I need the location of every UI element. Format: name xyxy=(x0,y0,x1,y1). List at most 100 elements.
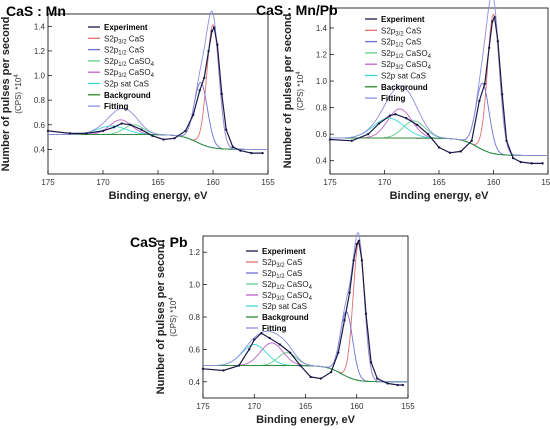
experiment-point xyxy=(401,383,405,387)
experiment-point xyxy=(203,76,206,80)
experiment-point xyxy=(511,156,515,160)
experiment-point xyxy=(247,348,251,351)
legend-suffix: CaS xyxy=(127,34,145,43)
experiment-point xyxy=(237,364,241,367)
component-peak-line xyxy=(48,81,268,150)
experiment-point xyxy=(328,138,332,141)
legend-entry: S2p3/2 CaSO4 xyxy=(262,291,313,302)
legend-entry: S2p sat CaS xyxy=(381,72,426,81)
fitting-line xyxy=(48,10,268,150)
experiment-point xyxy=(360,259,364,262)
legend-subscript: 1/2 xyxy=(118,62,127,68)
experiment-point xyxy=(541,162,544,165)
experiment-point xyxy=(348,291,351,294)
legend-suffix: CaS xyxy=(404,26,422,35)
legend-entry: Background xyxy=(262,313,309,322)
experiment-point xyxy=(250,151,253,155)
legend-entry: S2p1/2 CaSO4 xyxy=(262,280,313,291)
chart-title: CaS : Mn xyxy=(6,3,66,19)
legend-suffix: CaS xyxy=(285,258,303,267)
legend-subscript: 1/2 xyxy=(395,43,404,49)
experiment-point xyxy=(68,132,72,135)
x-tick-label: 170 xyxy=(378,178,392,187)
legend-subscript: 3/2 xyxy=(276,296,285,302)
experiment-point xyxy=(207,49,210,53)
legend-entry: S2p3/2 CaSO4 xyxy=(104,68,155,79)
legend-suffix: CaSO xyxy=(285,291,309,300)
legend-entry: Background xyxy=(381,83,428,92)
legend-entry: Fitting xyxy=(262,324,287,333)
y-axis-unit-exponent: 4 xyxy=(14,74,20,78)
component-peak-line xyxy=(330,82,548,156)
experiment-point xyxy=(112,126,116,129)
legend-entry: S2p3/2 CaS xyxy=(104,34,144,45)
legend-entry: S2p1/2 CaS xyxy=(104,46,144,57)
legend-entry: Background xyxy=(104,91,151,100)
experiment-point xyxy=(352,259,355,262)
y-axis-label: Number of pulses per second xyxy=(155,240,167,395)
y-tick-label: 0.8 xyxy=(189,313,201,322)
experiment-point xyxy=(501,93,504,96)
legend-subscript: 4 xyxy=(151,62,155,68)
y-tick-label: 1.4 xyxy=(34,22,46,31)
legend-suffix: CaS xyxy=(285,269,303,278)
y-tick-label: 0.6 xyxy=(34,121,46,130)
experiment-point xyxy=(350,139,353,142)
chart-title: CaS : Mn/Pb xyxy=(256,2,338,18)
experiment-point xyxy=(46,129,50,133)
y-tick-label: 0.8 xyxy=(34,96,46,105)
experiment-point xyxy=(357,239,360,243)
experiment-point xyxy=(299,364,302,367)
y-tick-label: 0.4 xyxy=(189,378,201,387)
legend-entry: Experiment xyxy=(262,247,306,256)
y-axis-unit-exponent: 4 xyxy=(296,71,302,75)
legend-subscript: 1/2 xyxy=(395,54,404,60)
component-peak-line xyxy=(330,13,548,156)
y-tick-label: 1.2 xyxy=(34,47,46,56)
x-tick-label: 155 xyxy=(261,178,275,187)
experiment-point xyxy=(120,122,123,125)
experiment-point xyxy=(140,128,143,131)
legend-suffix: CaS xyxy=(127,46,145,55)
experiment-point xyxy=(309,375,312,379)
experiment-point xyxy=(192,113,195,117)
experiment-point xyxy=(491,20,494,23)
legend-entry: S2p3/2 CaSO4 xyxy=(381,60,432,71)
y-axis-unit-label: (CPS) *104 xyxy=(169,297,178,337)
experiment-point xyxy=(364,312,368,315)
x-tick-label: 165 xyxy=(432,178,446,187)
experiment-point xyxy=(386,382,389,385)
legend-subscript: 4 xyxy=(151,73,155,79)
legend-subscript: 4 xyxy=(309,296,313,302)
experiment-point xyxy=(343,319,346,322)
experiment-point xyxy=(448,151,452,154)
legend-subscript: 3/2 xyxy=(395,31,404,37)
y-tick-label: 1.2 xyxy=(189,248,201,257)
experiment-point xyxy=(184,129,187,133)
y-tick-label: 0.8 xyxy=(316,104,328,113)
experiment-point xyxy=(478,99,481,103)
y-axis-unit-label: (CPS) *104 xyxy=(14,74,23,114)
legend-subscript: 4 xyxy=(428,65,432,71)
legend-suffix: CaSO xyxy=(285,280,309,289)
x-tick-label: 175 xyxy=(41,178,55,187)
experiment-point xyxy=(220,92,223,96)
y-tick-label: 1.0 xyxy=(189,281,201,290)
x-tick-label: 155 xyxy=(541,178,550,187)
x-tick-label: 165 xyxy=(299,402,313,411)
legend-entry: S2p3/2 CaS xyxy=(262,258,302,269)
experiment-point xyxy=(437,146,441,149)
component-peak-line xyxy=(203,344,408,383)
legend-entry: Experiment xyxy=(104,23,148,32)
experiment-point xyxy=(212,26,216,29)
experiment-point xyxy=(162,138,165,141)
fitting-line xyxy=(203,231,408,383)
experiment-point xyxy=(394,113,397,116)
experiment-point xyxy=(483,82,486,85)
y-tick-label: 1.0 xyxy=(34,72,46,81)
plot-frame xyxy=(47,13,269,175)
experiment-point xyxy=(405,117,408,120)
experiment-point xyxy=(470,139,473,142)
plot-frame xyxy=(329,7,549,175)
chart-panel-2: 175 170 165 160 155 0.4 0.6 0.8 1.0 1.2 1.4 CaS : M… xyxy=(256,0,550,202)
